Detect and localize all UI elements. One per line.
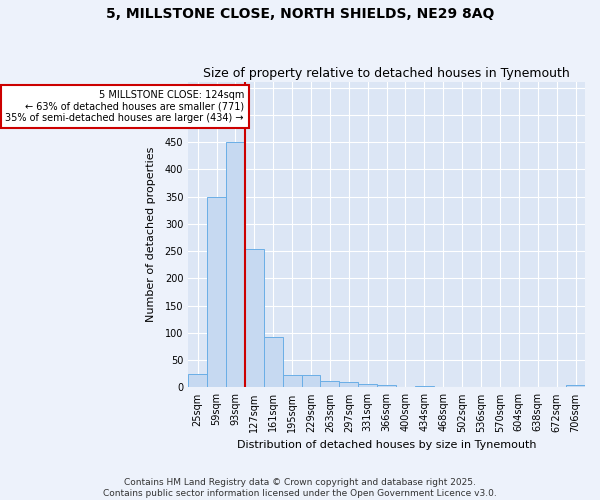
- Bar: [245, 250, 264, 388]
- Bar: [264, 338, 283, 388]
- Bar: [283, 376, 302, 388]
- Bar: [188, 374, 207, 388]
- Bar: [415, 386, 434, 388]
- Y-axis label: Number of detached properties: Number of detached properties: [146, 147, 157, 322]
- Bar: [302, 376, 320, 388]
- Bar: [358, 384, 377, 388]
- Bar: [320, 381, 340, 388]
- Bar: [566, 385, 585, 388]
- Text: 5 MILLSTONE CLOSE: 124sqm
← 63% of detached houses are smaller (771)
35% of semi: 5 MILLSTONE CLOSE: 124sqm ← 63% of detac…: [5, 90, 244, 124]
- Text: Contains HM Land Registry data © Crown copyright and database right 2025.
Contai: Contains HM Land Registry data © Crown c…: [103, 478, 497, 498]
- Bar: [340, 382, 358, 388]
- Bar: [207, 196, 226, 388]
- Bar: [377, 384, 396, 388]
- X-axis label: Distribution of detached houses by size in Tynemouth: Distribution of detached houses by size …: [237, 440, 536, 450]
- Title: Size of property relative to detached houses in Tynemouth: Size of property relative to detached ho…: [203, 66, 570, 80]
- Bar: [226, 142, 245, 388]
- Text: 5, MILLSTONE CLOSE, NORTH SHIELDS, NE29 8AQ: 5, MILLSTONE CLOSE, NORTH SHIELDS, NE29 …: [106, 8, 494, 22]
